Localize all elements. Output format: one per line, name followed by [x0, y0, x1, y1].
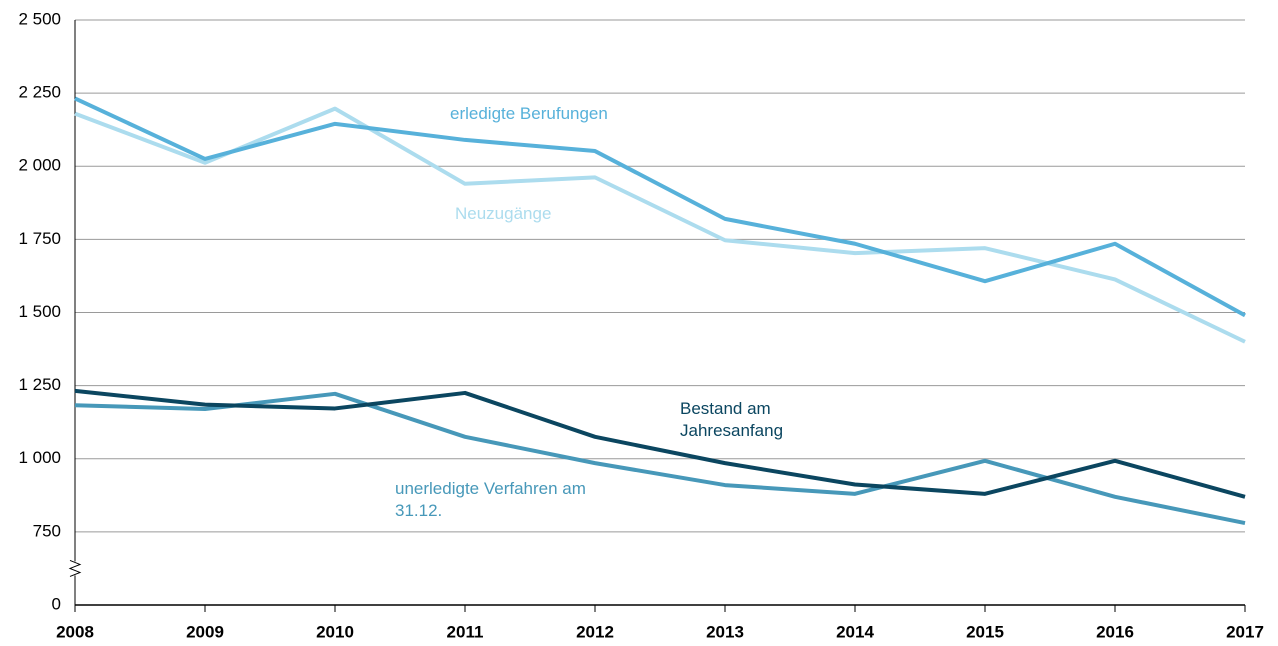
x-tick-label: 2016 — [1096, 622, 1134, 641]
x-tick-label: 2010 — [316, 622, 354, 641]
x-tick-label: 2008 — [56, 622, 94, 641]
series-label: erledigte Berufungen — [450, 104, 608, 123]
x-tick-label: 2009 — [186, 622, 224, 641]
x-tick-label: 2012 — [576, 622, 614, 641]
x-tick-label: 2011 — [447, 622, 484, 641]
y-tick-label: 1 750 — [18, 229, 61, 248]
x-tick-label: 2015 — [966, 622, 1004, 641]
series-label: unerledigte Verfahren am 31.12. — [395, 479, 586, 520]
y-tick-label: 750 — [33, 521, 61, 540]
series-line — [74, 106, 1246, 344]
y-tick-label: 1 250 — [18, 375, 61, 394]
y-tick-label: 0 — [52, 594, 61, 613]
y-tick-label: 2 000 — [18, 156, 61, 175]
y-tick-label: 2 250 — [18, 83, 61, 102]
series-label: Bestand am Jahresanfang — [680, 399, 784, 440]
series-line — [74, 388, 1246, 499]
series-label: Neuzugänge — [455, 204, 552, 223]
axis-break-gap — [71, 561, 79, 576]
x-tick-label: 2017 — [1226, 622, 1264, 641]
y-tick-label: 1 000 — [18, 448, 61, 467]
y-tick-label: 2 500 — [18, 9, 61, 28]
x-tick-label: 2013 — [706, 622, 744, 641]
series-line — [74, 96, 1246, 318]
x-tick-label: 2014 — [836, 622, 874, 641]
y-tick-label: 1 500 — [18, 302, 61, 321]
axis-break — [68, 559, 82, 577]
